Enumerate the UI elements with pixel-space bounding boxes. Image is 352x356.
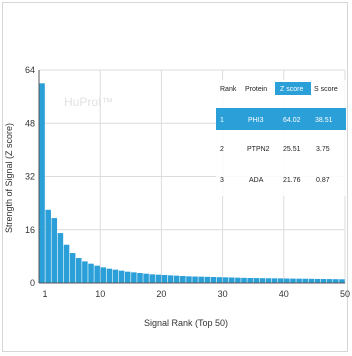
chart-frame	[2, 2, 348, 352]
bar-rank-40	[277, 278, 284, 283]
bar-rank-42	[290, 278, 296, 283]
bar-rank-3	[51, 218, 58, 283]
x-tick-label: 1	[42, 289, 47, 299]
table-header-sscore: S score	[314, 86, 338, 93]
bar-rank-39	[271, 278, 278, 283]
bar-rank-13	[112, 269, 119, 283]
bar-rank-24	[180, 276, 186, 283]
table-header-protein: Protein	[245, 86, 267, 93]
bar-rank-15	[124, 271, 131, 283]
bar-rank-41	[284, 278, 290, 283]
bar-rank-38	[265, 278, 272, 283]
x-tick-label: 50	[340, 289, 350, 299]
bar-rank-20	[155, 274, 162, 283]
bar-rank-30	[216, 277, 223, 283]
watermark-text: HuProt™	[64, 95, 113, 109]
bar-rank-17	[137, 273, 143, 283]
table-cell-zscore: 25.51	[283, 146, 301, 153]
bar-rank-36	[253, 278, 260, 283]
bar-rank-34	[241, 277, 247, 283]
table-cell-sscore: 3.75	[316, 146, 330, 153]
bar-rank-19	[149, 274, 155, 283]
table-header-zscore: Z score	[280, 86, 303, 93]
bar-rank-35	[247, 278, 253, 283]
bar-rank-37	[259, 278, 266, 283]
bar-rank-22	[167, 275, 174, 283]
bar-rank-6	[69, 253, 76, 283]
bar-rank-31	[222, 277, 229, 283]
bar-rank-2	[45, 209, 51, 283]
table-header-rank: Rank	[220, 86, 237, 93]
x-axis-label: Signal Rank (Top 50)	[144, 318, 228, 328]
bar-rank-49	[333, 279, 339, 283]
bar-rank-46	[314, 278, 321, 283]
y-tick-label: 64	[25, 65, 35, 75]
y-tick-label: 16	[25, 225, 35, 235]
table-cell-sscore: 0.87	[316, 177, 330, 184]
bar-rank-29	[210, 277, 217, 283]
y-tick-label: 48	[25, 118, 35, 128]
bar-rank-48	[326, 279, 333, 283]
bar-rank-11	[100, 267, 107, 283]
y-axis-label: Strength of Signal (Z score)	[4, 123, 14, 233]
y-tick-label: 32	[25, 172, 35, 182]
x-tick-label: 10	[95, 289, 105, 299]
bar-rank-18	[143, 273, 149, 283]
bar-rank-25	[186, 276, 192, 283]
x-tick-label: 30	[218, 289, 228, 299]
bar-rank-4	[57, 233, 64, 283]
table-cell-zscore: 64.02	[283, 117, 301, 124]
table-cell-zscore: 21.76	[283, 177, 301, 184]
bar-rank-14	[118, 270, 125, 283]
bar-rank-28	[204, 276, 211, 283]
bar-rank-21	[161, 275, 168, 283]
bar-rank-9	[88, 263, 94, 283]
bar-rank-27	[198, 276, 204, 283]
bar-rank-47	[320, 279, 327, 283]
table-cell-rank: 2	[220, 146, 224, 153]
bar-rank-45	[308, 278, 315, 283]
table-cell-rank: 1	[220, 117, 224, 124]
table-cell-protein: PHI3	[248, 117, 264, 124]
x-tick-label: 20	[156, 289, 166, 299]
table-cell-protein: ADA	[249, 177, 264, 184]
table-cell-protein: PTPN2	[247, 146, 270, 153]
x-tick-label: 40	[279, 289, 289, 299]
bar-rank-1	[39, 83, 45, 283]
bar-rank-44	[302, 278, 308, 283]
bar-rank-32	[229, 277, 235, 283]
bar-rank-16	[131, 272, 137, 283]
table-header-highlight	[275, 82, 311, 95]
table-cell-rank: 3	[220, 177, 224, 184]
table-background	[216, 80, 346, 196]
bar-rank-43	[296, 278, 302, 283]
bar-rank-8	[82, 261, 88, 283]
bar-rank-5	[63, 244, 70, 283]
y-tick-label: 0	[30, 278, 35, 288]
bar-rank-7	[76, 258, 82, 283]
bar-rank-10	[94, 265, 100, 283]
bar-rank-50	[339, 279, 345, 283]
bar-rank-23	[173, 275, 180, 283]
top-hits-table: Rank Protein Z score S score 1 PHI3 64.0…	[216, 80, 346, 196]
table-cell-sscore: 38.51	[315, 117, 333, 124]
bar-rank-26	[192, 276, 198, 283]
bar-rank-12	[106, 268, 113, 283]
bar-rank-33	[235, 277, 241, 283]
table-row-highlight	[216, 108, 346, 130]
